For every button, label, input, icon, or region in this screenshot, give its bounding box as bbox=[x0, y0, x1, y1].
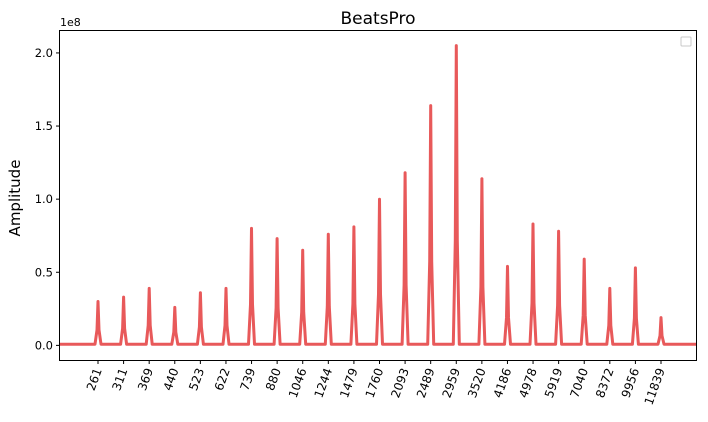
y-axis-label: Amplitude bbox=[6, 160, 24, 237]
plot-frame bbox=[59, 30, 697, 361]
x-tick-label: 1244 bbox=[312, 366, 336, 399]
y-tick-label: 1.0 bbox=[35, 192, 53, 206]
x-tick-label: 880 bbox=[263, 366, 284, 392]
legend-box bbox=[680, 36, 692, 47]
x-tick-label: 5919 bbox=[542, 366, 566, 399]
x-tick-label: 1479 bbox=[337, 366, 361, 399]
x-tick-label: 1046 bbox=[286, 366, 310, 399]
y-offset-label: 1e8 bbox=[60, 16, 81, 29]
x-tick-label: 622 bbox=[212, 366, 233, 392]
y-tick-label: 0.0 bbox=[35, 338, 53, 352]
x-tick-label: 261 bbox=[84, 366, 105, 392]
x-tick-label: 1760 bbox=[363, 366, 387, 399]
x-tick-label: 440 bbox=[161, 366, 182, 392]
x-tick-label: 2959 bbox=[439, 366, 463, 399]
y-tick-label: 2.0 bbox=[35, 46, 53, 60]
y-tick-label: 1.5 bbox=[35, 119, 53, 133]
x-tick-label: 369 bbox=[135, 366, 156, 392]
x-tick-label: 7040 bbox=[567, 366, 591, 399]
x-tick-label: 4186 bbox=[491, 366, 515, 399]
x-tick-label: 4978 bbox=[516, 366, 540, 399]
x-tick-label: 523 bbox=[186, 366, 207, 392]
y-axis: 0.0 0.5 1.0 1.5 2.0 bbox=[35, 46, 60, 352]
x-tick-label: 2489 bbox=[414, 366, 438, 399]
x-tick-label: 11839 bbox=[642, 366, 668, 407]
series-line bbox=[60, 44, 696, 346]
plot-area bbox=[60, 44, 696, 346]
x-axis: 261 311 369 440 523 622 739 880 1046 1244 1479 1760… bbox=[84, 360, 668, 407]
chart-title: BeatsPro bbox=[340, 9, 415, 29]
x-tick-label: 2093 bbox=[388, 366, 412, 399]
x-tick-label: 311 bbox=[109, 366, 130, 392]
x-tick-label: 3520 bbox=[465, 366, 489, 399]
x-tick-label: 739 bbox=[237, 366, 258, 392]
y-tick-label: 0.5 bbox=[35, 265, 53, 279]
x-tick-label: 9956 bbox=[619, 366, 643, 399]
x-tick-label: 8372 bbox=[593, 366, 617, 399]
